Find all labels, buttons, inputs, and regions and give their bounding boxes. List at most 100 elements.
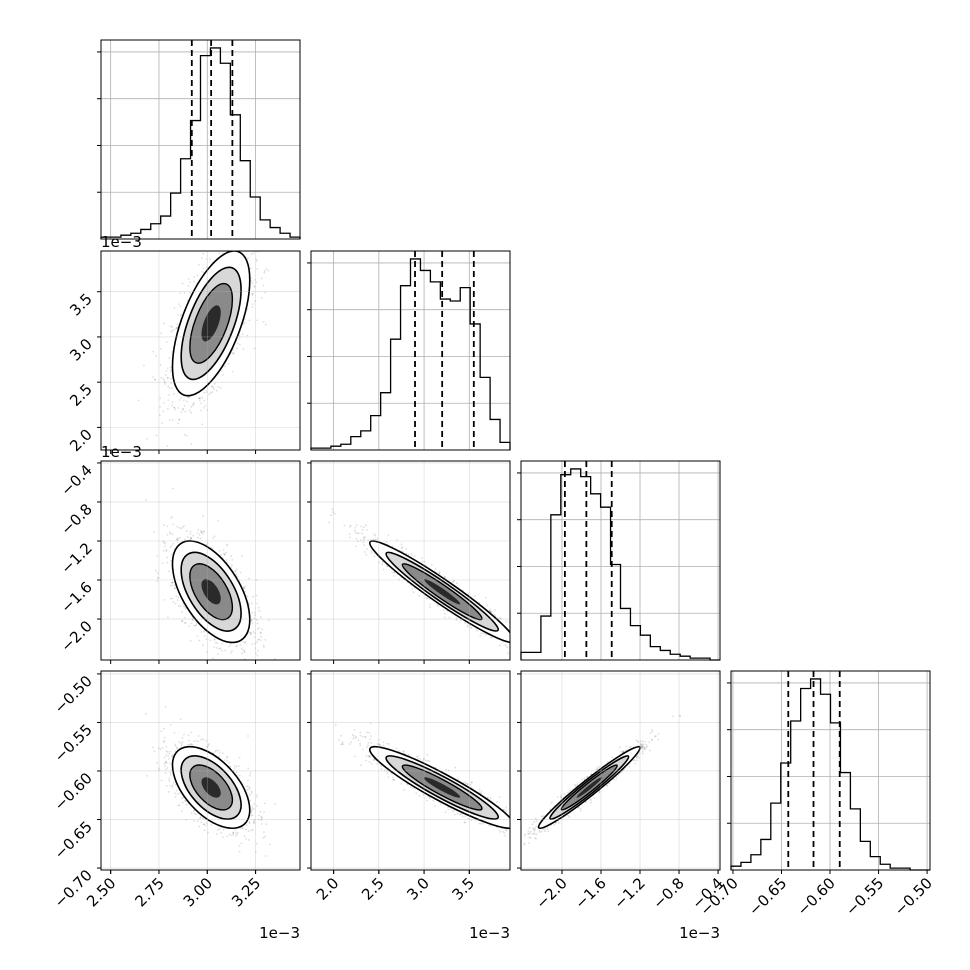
scatter-point <box>178 537 181 539</box>
scatter-point <box>212 657 214 659</box>
scatter-point <box>241 236 243 238</box>
scatter-point <box>159 397 162 400</box>
scatter-point <box>263 271 266 274</box>
scatter-point <box>264 639 267 641</box>
scatter-point <box>175 326 178 329</box>
scatter-point <box>489 609 491 612</box>
scatter-point <box>400 543 403 546</box>
scatter-point <box>490 636 493 639</box>
scatter-point <box>242 221 244 223</box>
scatter-point <box>171 584 174 587</box>
scatter-point <box>253 636 256 638</box>
scatter-point <box>183 616 186 619</box>
scatter-point <box>429 606 431 608</box>
scatter-point <box>171 487 174 490</box>
scatter-point <box>170 559 172 562</box>
scatter-point <box>515 635 517 637</box>
scatter-point <box>137 399 140 402</box>
scatter-point <box>155 434 158 437</box>
scatter-point <box>203 635 206 637</box>
scatter-panel <box>97 221 301 454</box>
histogram-panel <box>307 250 511 451</box>
axes-frame <box>100 39 301 240</box>
scatter-point <box>198 399 201 402</box>
scatter-point <box>173 587 176 590</box>
scatter-point <box>198 639 201 642</box>
scatter-point <box>216 245 218 247</box>
scatter-point <box>251 292 253 295</box>
scatter-point <box>220 554 223 557</box>
scatter-point <box>540 658 542 660</box>
scatter-point <box>242 246 244 248</box>
scatter-point <box>197 529 200 531</box>
scatter-point <box>392 574 395 577</box>
scatter-point <box>177 596 180 599</box>
scatter-point <box>170 553 173 556</box>
scatter-point <box>154 378 157 381</box>
scatter-point <box>247 257 249 260</box>
scatter-point <box>202 530 205 533</box>
scatter-point <box>256 639 259 641</box>
scatter-point <box>363 544 365 546</box>
scatter-point <box>244 642 247 645</box>
scatter-point <box>256 319 259 322</box>
scatter-point <box>372 538 375 541</box>
scatter-point <box>236 342 239 345</box>
scatter-point <box>225 551 228 554</box>
scatter-point <box>184 410 187 413</box>
scatter-point <box>184 622 187 624</box>
scatter-point <box>516 643 518 645</box>
scatter-point <box>166 367 169 370</box>
scatter-point <box>218 251 221 254</box>
scatter-point <box>238 248 240 250</box>
scatter-point <box>183 404 186 407</box>
scatter-point <box>361 528 364 531</box>
scatter-panel <box>307 460 542 664</box>
scatter-point <box>172 543 175 545</box>
scatter-point <box>412 591 415 594</box>
scatter-point <box>164 373 167 376</box>
scatter-point <box>497 617 499 620</box>
scatter-point <box>249 221 251 223</box>
scatter-point <box>231 564 233 567</box>
scatter-point <box>253 285 256 287</box>
scatter-point <box>210 391 212 394</box>
scatter-point <box>426 597 429 600</box>
scatter-point <box>183 605 186 608</box>
scatter-point <box>518 654 520 656</box>
scatter-point <box>251 306 254 308</box>
scatter-point <box>153 530 156 533</box>
scatter-point <box>231 351 233 354</box>
scatter-point <box>173 584 176 587</box>
scatter-point <box>228 236 230 238</box>
scatter-point <box>175 538 178 540</box>
scatter-point <box>203 399 206 402</box>
scatter-point <box>391 545 394 547</box>
scatter-point <box>223 365 226 368</box>
scatter-point <box>226 543 228 546</box>
scatter-point <box>480 632 482 635</box>
scatter-point <box>232 352 234 355</box>
scatter-point <box>197 397 200 399</box>
scatter-point <box>499 617 501 620</box>
scatter-point <box>216 241 218 243</box>
scatter-point <box>236 233 238 235</box>
scatter-point <box>434 567 437 570</box>
scatter-point <box>230 555 233 558</box>
scatter-point <box>348 536 351 539</box>
scatter-point <box>183 292 186 294</box>
scatter-point <box>366 529 368 531</box>
scatter-point <box>224 649 227 652</box>
scatter-point <box>206 542 209 544</box>
scatter-point <box>363 537 365 540</box>
scatter-point <box>425 597 428 600</box>
scatter-point <box>172 601 175 603</box>
scatter-point <box>246 334 249 337</box>
scatter-point <box>164 542 167 545</box>
scatter-point <box>333 513 336 515</box>
scatter-point <box>163 524 166 527</box>
scatter-point <box>179 292 182 294</box>
scatter-point <box>160 377 163 379</box>
scatter-point <box>260 296 263 299</box>
